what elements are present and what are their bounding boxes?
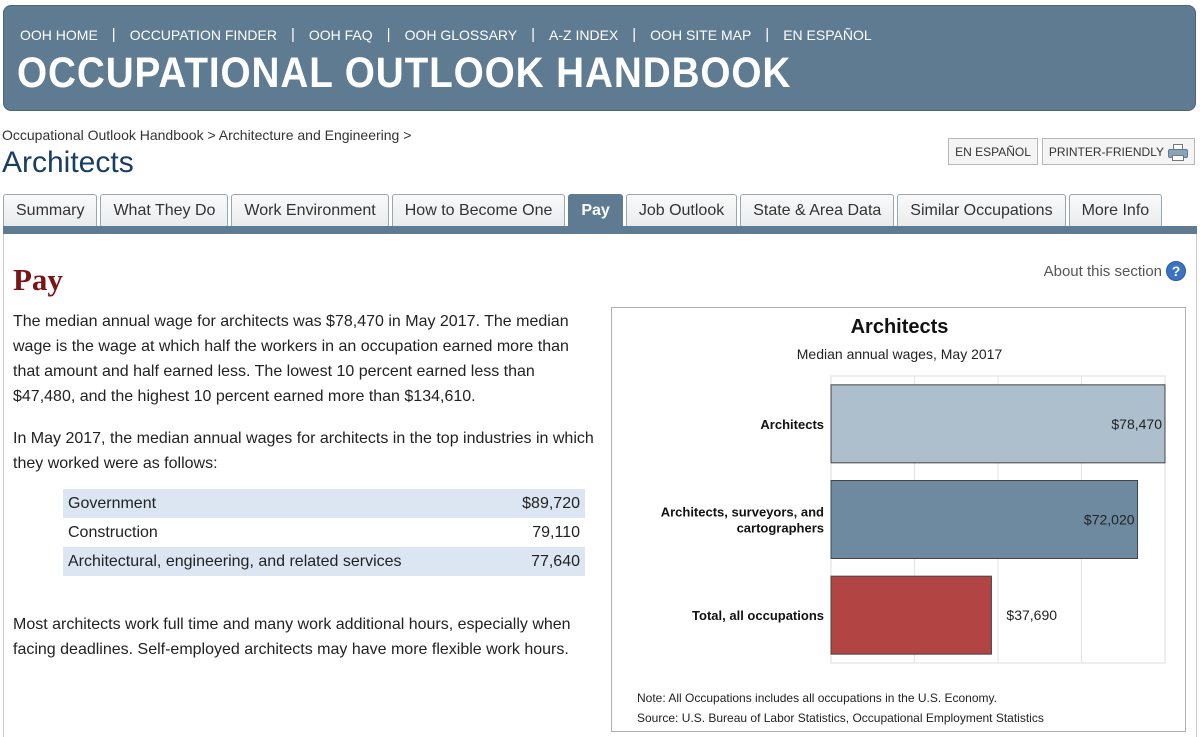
value-label: $78,470 bbox=[1111, 416, 1162, 432]
tab-what-they-do[interactable]: What They Do bbox=[100, 194, 229, 227]
nav-ooh-site-map[interactable]: OOH SITE MAP bbox=[650, 26, 752, 43]
tab-how-to-become-one[interactable]: How to Become One bbox=[391, 194, 566, 227]
category-label: Total, all occupations bbox=[692, 608, 824, 623]
tab-state-area-data[interactable]: State & Area Data bbox=[740, 194, 895, 227]
top-nav: OOH HOME | OCCUPATION FINDER | OOH FAQ |… bbox=[20, 26, 872, 43]
bar bbox=[830, 575, 992, 655]
breadcrumb: Occupational Outlook Handbook > Architec… bbox=[2, 127, 411, 143]
printer-icon bbox=[1168, 143, 1188, 161]
site-title[interactable]: OCCUPATIONAL OUTLOOK HANDBOOK bbox=[17, 49, 792, 97]
tab-similar-occupations[interactable]: Similar Occupations bbox=[897, 194, 1066, 227]
nav-separator: | bbox=[111, 26, 116, 43]
pay-paragraph-3: Most architects work full time and many … bbox=[13, 616, 571, 658]
chart-notes: Note: All Occupations includes all occup… bbox=[637, 688, 1044, 728]
value-label: $37,690 bbox=[1006, 607, 1057, 623]
tab-summary[interactable]: Summary bbox=[3, 194, 98, 227]
espanol-button-label: EN ESPAÑOL bbox=[955, 144, 1031, 159]
value-label: $72,020 bbox=[1084, 512, 1135, 528]
chart-title: Architects bbox=[850, 316, 949, 338]
printer-friendly-button[interactable]: PRINTER-FRIENDLY bbox=[1041, 138, 1195, 165]
section-heading: Pay bbox=[13, 262, 63, 297]
industry-wage: 77,640 bbox=[498, 547, 585, 576]
help-icon: ? bbox=[1166, 261, 1186, 281]
industry-wage-table: Government $89,720 Construction 79,110 A… bbox=[63, 489, 585, 576]
chart-source: Source: U.S. Bureau of Labor Statistics,… bbox=[637, 711, 1044, 725]
tab-pay[interactable]: Pay bbox=[568, 194, 623, 227]
tab-work-environment[interactable]: Work Environment bbox=[231, 194, 389, 227]
site-header: OOH HOME | OCCUPATION FINDER | OOH FAQ |… bbox=[3, 5, 1196, 111]
industry-wage: $89,720 bbox=[498, 489, 585, 518]
nav-separator: | bbox=[531, 26, 536, 43]
nav-separator: | bbox=[765, 26, 770, 43]
about-this-section-label: About this section bbox=[1043, 262, 1162, 280]
category-label: Architects, surveyors, and bbox=[661, 505, 824, 520]
wage-chart: Architects Median annual wages, May 2017… bbox=[611, 307, 1186, 732]
nav-separator: | bbox=[632, 26, 637, 43]
industry-name: Government bbox=[63, 489, 499, 518]
bar bbox=[830, 384, 1166, 464]
tab-job-outlook[interactable]: Job Outlook bbox=[625, 194, 738, 227]
content-frame bbox=[3, 234, 1197, 737]
tab-more-info[interactable]: More Info bbox=[1068, 194, 1163, 227]
breadcrumb-separator: > bbox=[207, 127, 216, 143]
tab-underline bbox=[3, 226, 1197, 234]
chart-plot: Architects $78,470 Architects, surveyors, … bbox=[661, 375, 1166, 664]
about-this-section-link[interactable]: About this section ? bbox=[1044, 261, 1186, 281]
chart-note: Note: All Occupations includes all occup… bbox=[637, 691, 997, 705]
espanol-button[interactable]: EN ESPAÑOL bbox=[948, 138, 1038, 165]
nav-a-z-index[interactable]: A-Z INDEX bbox=[549, 26, 619, 43]
table-row: Architectural, engineering, and related … bbox=[63, 547, 585, 576]
nav-separator: | bbox=[386, 26, 391, 43]
nav-ooh-glossary[interactable]: OOH GLOSSARY bbox=[404, 26, 518, 43]
table-row: Government $89,720 bbox=[63, 489, 585, 518]
table-row: Construction 79,110 bbox=[63, 518, 585, 547]
breadcrumb-separator: > bbox=[403, 127, 412, 143]
nav-ooh-faq[interactable]: OOH FAQ bbox=[308, 26, 373, 43]
industry-name: Architectural, engineering, and related … bbox=[63, 547, 499, 576]
nav-separator: | bbox=[290, 26, 295, 43]
industry-wage: 79,110 bbox=[532, 523, 580, 541]
breadcrumb-architecture-engineering[interactable]: Architecture and Engineering bbox=[218, 127, 400, 143]
bar bbox=[830, 480, 1139, 559]
nav-ooh-home[interactable]: OOH HOME bbox=[20, 26, 98, 43]
printer-friendly-label: PRINTER-FRIENDLY bbox=[1048, 144, 1164, 159]
nav-occupation-finder[interactable]: OCCUPATION FINDER bbox=[129, 26, 277, 43]
category-label: Architects bbox=[760, 417, 824, 432]
nav-en-espanol[interactable]: EN ESPAÑOL bbox=[783, 26, 872, 43]
page-tools: EN ESPAÑOL PRINTER-FRIENDLY bbox=[948, 138, 1195, 165]
breadcrumb-ooh[interactable]: Occupational Outlook Handbook bbox=[2, 127, 204, 143]
page-title: Architects bbox=[2, 146, 134, 179]
industry-name: Construction bbox=[68, 523, 158, 541]
category-label: cartographers bbox=[737, 521, 824, 536]
chart-subtitle: Median annual wages, May 2017 bbox=[796, 346, 1003, 362]
pay-paragraph-2: In May 2017, the median annual wages for… bbox=[13, 430, 594, 472]
section-tabs: Summary What They Do Work Environment Ho… bbox=[3, 194, 1163, 227]
pay-paragraph-1: The median annual wage for architects wa… bbox=[13, 313, 569, 405]
